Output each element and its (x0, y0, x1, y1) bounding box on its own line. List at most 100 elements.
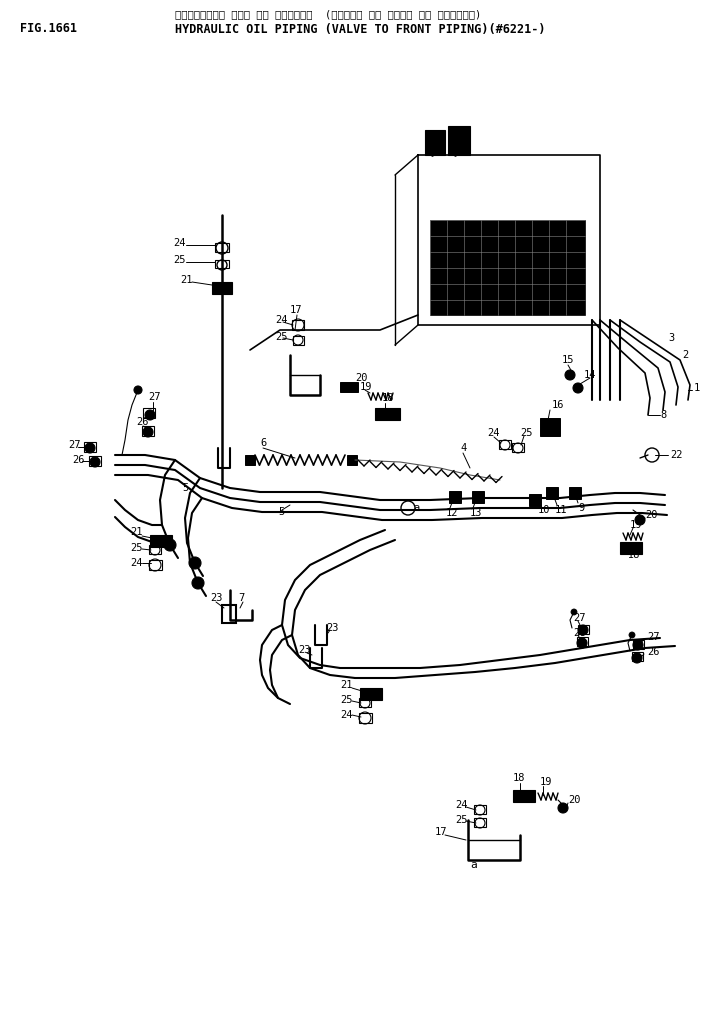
Text: 20: 20 (645, 510, 657, 520)
Text: 7: 7 (238, 593, 244, 603)
Bar (142, 426, 154, 436)
Bar (474, 805, 486, 814)
Bar (340, 382, 358, 392)
Text: 27: 27 (647, 632, 659, 642)
Bar (359, 713, 372, 723)
Text: 21: 21 (180, 276, 193, 285)
Bar (529, 494, 541, 506)
Text: 10: 10 (538, 505, 550, 515)
Text: 5: 5 (278, 507, 284, 517)
Bar (569, 487, 581, 499)
Circle shape (629, 632, 635, 638)
Text: 26: 26 (136, 417, 148, 427)
Text: 5: 5 (182, 483, 188, 493)
Text: 24: 24 (455, 800, 467, 810)
Bar (149, 545, 161, 554)
Text: 17: 17 (290, 305, 302, 315)
Bar (430, 220, 585, 315)
Text: 26: 26 (573, 628, 585, 638)
Text: 19: 19 (540, 777, 553, 787)
Text: 8: 8 (660, 410, 666, 420)
Text: 20: 20 (568, 795, 580, 805)
Text: 26: 26 (72, 455, 84, 465)
Text: 3: 3 (668, 333, 674, 343)
Text: a: a (413, 503, 419, 513)
Bar (499, 440, 511, 449)
Bar (546, 487, 558, 499)
Circle shape (558, 803, 568, 813)
Text: 9: 9 (578, 503, 585, 513)
Text: 18: 18 (382, 393, 395, 403)
Text: 24: 24 (173, 238, 185, 248)
Bar (89, 456, 101, 466)
Text: 26: 26 (647, 647, 659, 657)
Text: 15: 15 (562, 355, 574, 365)
Text: 27: 27 (68, 440, 81, 450)
Bar (577, 637, 588, 646)
Text: 18: 18 (513, 773, 526, 783)
Circle shape (571, 609, 577, 615)
Text: 25: 25 (340, 695, 353, 705)
Text: FIG.1661: FIG.1661 (20, 23, 77, 36)
Circle shape (577, 638, 587, 648)
Text: 16: 16 (552, 400, 564, 410)
Text: 22: 22 (670, 450, 683, 460)
Text: 24: 24 (340, 710, 353, 720)
Circle shape (565, 370, 575, 380)
Text: 24: 24 (275, 315, 287, 325)
Bar (143, 408, 155, 418)
Circle shape (189, 557, 201, 570)
Text: 24: 24 (487, 428, 499, 438)
Text: 25: 25 (275, 332, 287, 342)
Bar (620, 542, 642, 554)
Bar (222, 605, 236, 623)
Bar (150, 535, 172, 547)
Text: 23: 23 (298, 645, 310, 655)
Bar (425, 130, 445, 155)
Bar (359, 698, 371, 707)
Bar (472, 491, 484, 503)
Bar (245, 455, 255, 465)
Text: 4: 4 (460, 443, 466, 453)
Circle shape (635, 515, 645, 525)
Circle shape (632, 653, 642, 663)
Text: 23: 23 (210, 593, 222, 603)
Bar (212, 282, 232, 294)
Bar (293, 336, 304, 345)
Text: ハイト゛ロリック オイル ハ゛ イヒ゛ンク゛  (ハ゛ルフ゛ カラ フロント ハ゛ イヒ゛ンク゛): ハイト゛ロリック オイル ハ゛ イヒ゛ンク゛ (ハ゛ルフ゛ カラ フロント ハ゛… (175, 9, 481, 19)
Text: 1: 1 (694, 383, 700, 393)
Circle shape (578, 625, 588, 635)
Bar (375, 408, 400, 420)
Text: 25: 25 (130, 543, 142, 553)
Circle shape (164, 539, 176, 551)
Text: 27: 27 (148, 392, 161, 402)
Text: 21: 21 (130, 527, 142, 537)
Bar (84, 442, 96, 452)
Text: 13: 13 (470, 508, 483, 518)
Bar (215, 260, 229, 268)
Text: 25: 25 (455, 815, 467, 825)
Text: 25: 25 (173, 255, 185, 265)
Text: 25: 25 (520, 428, 532, 438)
Bar (578, 625, 589, 634)
Circle shape (85, 443, 95, 453)
Text: 21: 21 (340, 680, 353, 690)
Bar (474, 818, 486, 827)
Text: 14: 14 (584, 370, 596, 380)
Bar (513, 790, 535, 802)
Text: 24: 24 (130, 558, 142, 568)
Circle shape (192, 577, 204, 589)
Text: 19: 19 (630, 520, 643, 530)
Bar (540, 418, 560, 436)
Text: 23: 23 (326, 623, 339, 633)
Bar (449, 491, 461, 503)
Bar (215, 243, 229, 252)
Text: 2: 2 (682, 350, 688, 360)
Text: 17: 17 (435, 827, 448, 837)
Bar (632, 652, 643, 661)
Circle shape (145, 410, 155, 420)
Bar (448, 126, 470, 155)
Bar (512, 443, 524, 452)
Text: 27: 27 (573, 613, 585, 623)
Text: 12: 12 (446, 508, 459, 518)
